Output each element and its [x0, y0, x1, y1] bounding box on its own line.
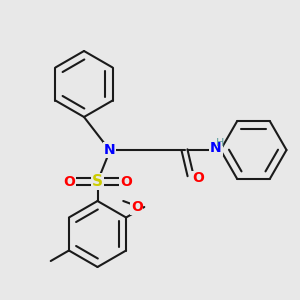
- Text: O: O: [131, 200, 143, 214]
- Text: O: O: [63, 175, 75, 188]
- Text: O: O: [120, 175, 132, 188]
- Text: H: H: [216, 137, 225, 148]
- Text: S: S: [92, 174, 103, 189]
- Text: N: N: [104, 143, 115, 157]
- Text: N: N: [210, 142, 222, 155]
- Text: O: O: [192, 172, 204, 185]
